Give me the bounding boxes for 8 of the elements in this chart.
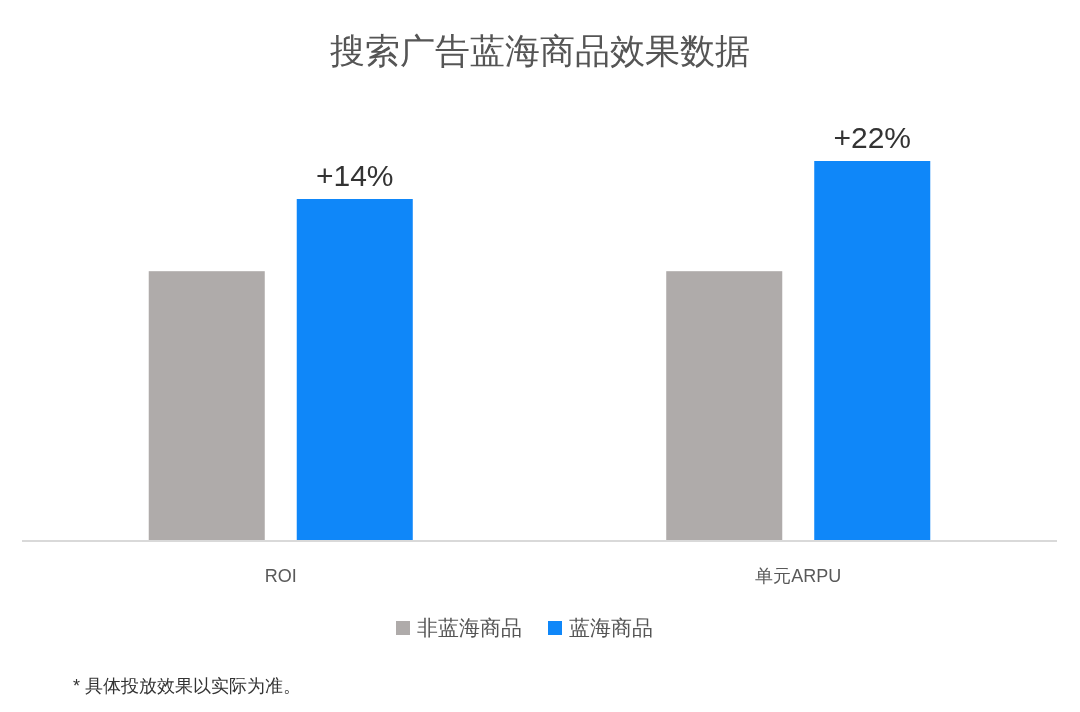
annotation: +22% <box>833 121 912 154</box>
annotation: +14% <box>315 159 394 192</box>
annotation: * 具体投放效果以实际为准。 <box>73 676 301 696</box>
x-tick-label: ROI <box>264 566 297 586</box>
title: 搜索广告蓝海商品效果数据 <box>330 31 750 70</box>
legend-label: 蓝海商品 <box>569 616 653 639</box>
x-tick-label: 单元ARPU <box>755 566 842 586</box>
legend-label: 非蓝海商品 <box>417 616 522 639</box>
